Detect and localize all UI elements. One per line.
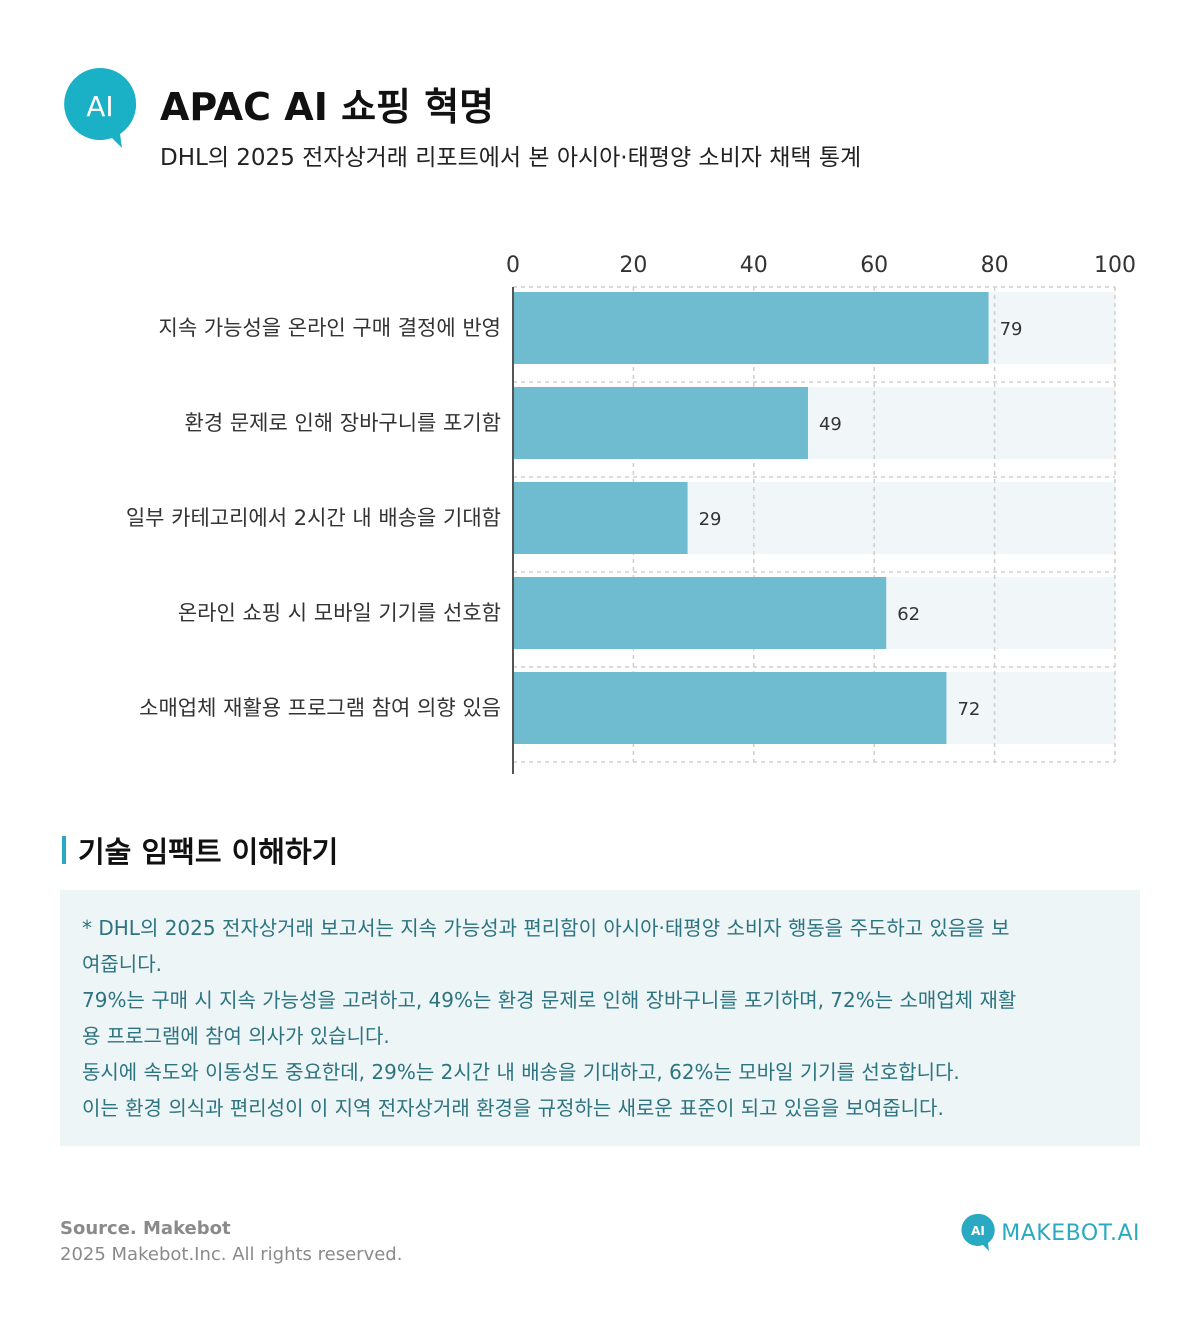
bar-chart: 지속 가능성을 온라인 구매 결정에 반영 79 환경 문제로 인해 장바구니를 포… bbox=[126, 253, 1136, 774]
bar bbox=[513, 387, 808, 459]
x-tick-label: 0 bbox=[506, 253, 520, 278]
insight-line: 동시에 속도와 이동성도 중요한데, 29%는 2시간 내 배송을 기대하고, … bbox=[82, 1060, 960, 1084]
value-label: 62 bbox=[897, 604, 920, 625]
insight-box: * DHL의 2025 전자상거래 보고서는 지속 가능성과 편리함이 아시아·… bbox=[60, 890, 1140, 1146]
insight-line: 이는 환경 의식과 편리성이 이 지역 전자상거래 환경을 규정하는 새로운 표… bbox=[82, 1096, 944, 1120]
ai-chat-logo-icon: AI bbox=[64, 68, 137, 148]
section-heading: 기술 임팩트 이해하기 bbox=[62, 830, 338, 870]
section-title: 기술 임팩트 이해하기 bbox=[78, 835, 339, 869]
value-label: 29 bbox=[699, 509, 722, 530]
brand-icon-text: AI bbox=[971, 1224, 985, 1238]
x-tick-label: 80 bbox=[981, 253, 1009, 278]
insight-line: * DHL의 2025 전자상거래 보고서는 지속 가능성과 편리함이 아시아·… bbox=[82, 916, 1010, 940]
header: AI APAC AI 쇼핑 혁명 DHL의 2025 전자상거래 리포트에서 본… bbox=[62, 68, 1142, 171]
makebot-logo-icon: AI bbox=[961, 1214, 995, 1251]
value-label: 72 bbox=[957, 699, 980, 720]
logo-text: AI bbox=[86, 90, 113, 123]
insight-line: 여줍니다. bbox=[82, 952, 162, 976]
section-accent-bar bbox=[62, 836, 66, 864]
x-tick-label: 40 bbox=[740, 253, 768, 278]
brand-logo[interactable]: AI MAKEBOT.AI bbox=[961, 1214, 1140, 1252]
bar bbox=[513, 577, 887, 649]
value-label: 79 bbox=[1000, 319, 1023, 340]
x-tick-label: 60 bbox=[860, 253, 888, 278]
bar bbox=[513, 292, 989, 364]
category-label: 지속 가능성을 온라인 구매 결정에 반영 bbox=[159, 316, 502, 340]
category-label: 온라인 쇼핑 시 모바일 기기를 선호함 bbox=[178, 601, 501, 625]
value-label: 49 bbox=[819, 414, 842, 435]
brand-name: MAKEBOT.AI bbox=[1001, 1220, 1140, 1246]
category-label: 환경 문제로 인해 장바구니를 포기함 bbox=[185, 411, 502, 435]
footer-copyright: 2025 Makebot.Inc. All rights reserved. bbox=[60, 1244, 403, 1265]
insight-line: 79%는 구매 시 지속 가능성을 고려하고, 49%는 환경 문제로 인해 장… bbox=[82, 988, 1017, 1012]
page-subtitle: DHL의 2025 전자상거래 리포트에서 본 아시아·태평양 소비자 채택 통… bbox=[160, 145, 862, 171]
insight-line: 용 프로그램에 참여 의사가 있습니다. bbox=[82, 1024, 390, 1048]
category-label: 소매업체 재활용 프로그램 참여 의향 있음 bbox=[139, 696, 501, 720]
page-title: APAC AI 쇼핑 혁명 bbox=[160, 85, 495, 129]
category-label: 일부 카테고리에서 2시간 내 배송을 기대함 bbox=[126, 506, 501, 530]
bar bbox=[513, 482, 688, 554]
bar bbox=[513, 672, 947, 744]
footer-source: Source. Makebot bbox=[60, 1218, 231, 1239]
x-tick-label: 100 bbox=[1094, 253, 1136, 278]
x-tick-label: 20 bbox=[619, 253, 647, 278]
